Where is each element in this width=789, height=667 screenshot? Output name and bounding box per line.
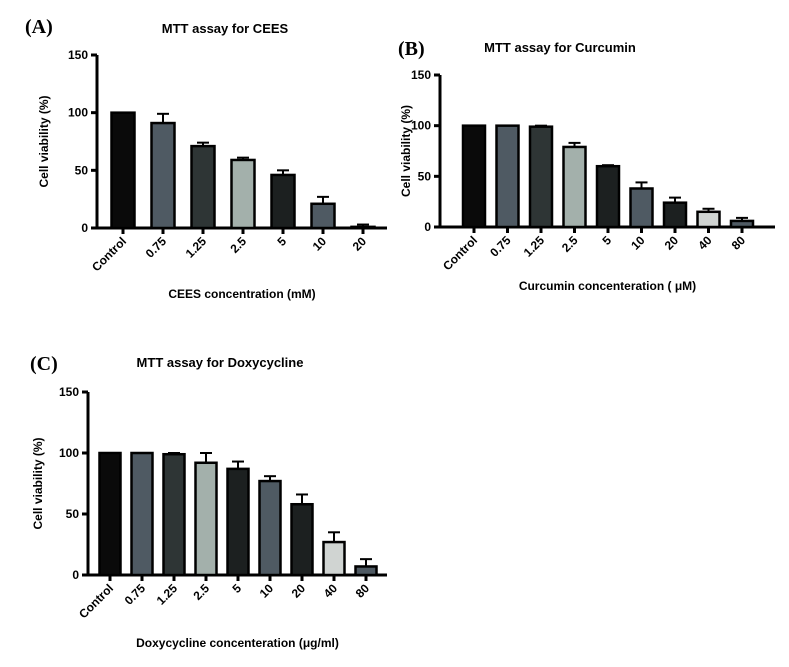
x-tick-label: 20 <box>289 581 309 601</box>
bar-2.5 <box>230 158 256 230</box>
bar-0.75 <box>495 124 520 229</box>
bar-1.25 <box>528 125 554 229</box>
x-tick-label: 5 <box>229 581 244 596</box>
bar-Control <box>461 124 487 229</box>
x-axis-label: Curcumin concenteration ( μM) <box>519 279 696 293</box>
bar-10 <box>310 202 336 230</box>
y-axis-label: Cell viability (%) <box>31 437 45 529</box>
bar-5 <box>226 467 250 577</box>
bar-1.25 <box>162 452 186 577</box>
x-tick-label: 2.5 <box>559 233 581 255</box>
y-tick-label: 100 <box>59 446 79 460</box>
x-tick-label: 0.75 <box>487 233 514 260</box>
bar-2.5 <box>194 461 218 577</box>
chart-title: MTT assay for Doxycycline <box>137 355 304 370</box>
bar-0.75 <box>150 121 176 230</box>
x-tick-label: 1.25 <box>183 234 210 261</box>
x-tick-label: 2.5 <box>190 581 212 603</box>
x-tick-label: 40 <box>695 233 715 253</box>
x-tick-label: 40 <box>321 581 341 601</box>
x-tick-label: 0.75 <box>143 234 170 261</box>
y-tick-label: 50 <box>418 169 432 183</box>
y-tick-label: 150 <box>411 68 431 82</box>
y-tick-label: 100 <box>68 106 88 120</box>
bar-20 <box>350 225 376 230</box>
panel-label: (A) <box>25 16 53 38</box>
chart-title: MTT assay for CEES <box>162 21 289 36</box>
x-tick-label: 0.75 <box>122 581 149 608</box>
y-tick-label: 0 <box>424 220 431 234</box>
bar-80 <box>354 565 378 577</box>
bar-Control <box>110 111 136 230</box>
chart-panel-0: (A) MTT assay for CEES 0 50 100 150 Cell viabi… <box>25 16 387 301</box>
x-tick-label: 10 <box>310 234 330 254</box>
x-tick-label: 20 <box>350 234 370 254</box>
y-tick-label: 100 <box>411 119 431 133</box>
bar-10 <box>629 187 654 229</box>
bar-5 <box>270 173 296 230</box>
x-tick-label: 20 <box>662 233 682 253</box>
chart-title: MTT assay for Curcumin <box>484 40 636 55</box>
y-tick-label: 0 <box>72 568 79 582</box>
x-axis-label: Doxycycline concenteration (μg/ml) <box>136 636 339 650</box>
x-tick-label: Control <box>89 234 129 274</box>
chart-panel-1: (B) MTT assay for Curcumin 0 50 100 150 Cell v… <box>398 38 775 293</box>
x-tick-label: 80 <box>729 233 749 253</box>
y-axis-label: Cell viability (%) <box>399 105 413 197</box>
panel-label: (C) <box>30 353 58 375</box>
y-tick-label: 150 <box>59 385 79 399</box>
x-tick-label: 1.25 <box>154 581 181 608</box>
x-tick-label: Control <box>440 233 480 273</box>
bar-0.75 <box>130 451 154 577</box>
x-tick-label: 10 <box>628 233 648 253</box>
bar-80 <box>729 219 755 229</box>
bar-1.25 <box>190 144 216 230</box>
y-axis-label: Cell viability (%) <box>37 95 51 187</box>
x-tick-label: 10 <box>257 581 277 601</box>
y-tick-label: 50 <box>66 507 80 521</box>
x-tick-label: 80 <box>353 581 373 601</box>
x-tick-label: Control <box>76 581 116 621</box>
x-tick-label: 2.5 <box>227 234 249 256</box>
x-tick-label: 5 <box>599 233 614 248</box>
panel-label: (B) <box>398 38 425 60</box>
bar-20 <box>662 201 688 229</box>
chart-panel-2: (C) MTT assay for Doxycycline 0 50 100 150 Cel… <box>30 353 387 650</box>
bar-20 <box>290 502 314 577</box>
bar-2.5 <box>562 145 587 229</box>
y-tick-label: 0 <box>81 221 88 235</box>
y-tick-label: 50 <box>75 163 89 177</box>
bar-Control <box>98 451 122 577</box>
bar-40 <box>696 210 721 229</box>
bar-40 <box>322 540 346 577</box>
x-tick-label: 5 <box>274 234 289 249</box>
x-axis-label: CEES concentration (mM) <box>168 287 315 301</box>
bar-5 <box>595 164 621 229</box>
bar-10 <box>258 479 282 577</box>
y-tick-label: 150 <box>68 48 88 62</box>
x-tick-label: 1.25 <box>521 233 548 260</box>
